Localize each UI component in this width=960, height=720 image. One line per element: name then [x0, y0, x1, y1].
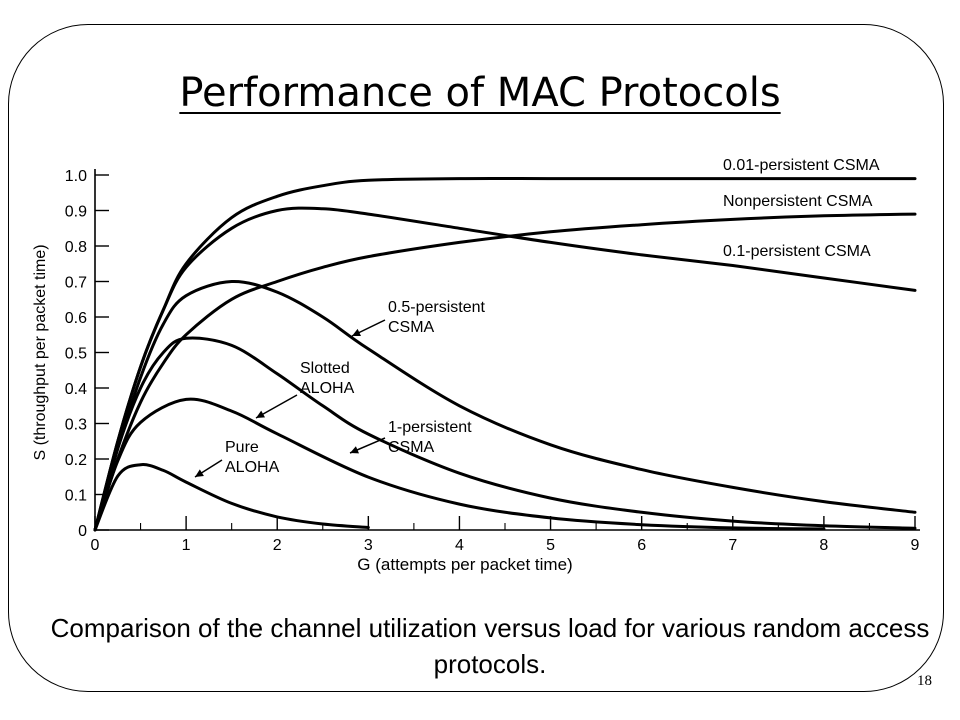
- annotation-arrowhead: [350, 446, 359, 454]
- annotation-0-5-persistent-csma: 0.5-persistent CSMA: [351, 299, 485, 337]
- y-tick-label: 0: [78, 523, 87, 540]
- x-tick-label: 5: [546, 537, 555, 554]
- annotation-pure-aloha: Pure ALOHA: [194, 439, 280, 478]
- x-tick-label: 4: [455, 537, 464, 554]
- annotation-label: ALOHA: [300, 380, 355, 397]
- annotation-arrowhead: [352, 328, 361, 336]
- annotation-label: Slotted: [300, 360, 350, 377]
- annotation-arrowhead: [256, 410, 265, 418]
- annotation-label: ALOHA: [225, 459, 280, 476]
- annotation-slotted-aloha: Slotted ALOHA: [255, 360, 355, 419]
- x-axis-label: G (attempts per packet time): [357, 555, 572, 574]
- annotation-0-01-persistent-csma: 0.01-persistent CSMA: [723, 157, 880, 174]
- annotation-label: 0.5-persistent: [388, 299, 485, 316]
- y-tick-label: 0.3: [65, 417, 87, 434]
- y-tick-label: 0.6: [65, 310, 87, 327]
- annotation-label: Nonpersistent CSMA: [723, 193, 873, 210]
- y-tick-label: 0.7: [65, 275, 87, 292]
- series-line-0-5-persistent-csma: [93, 279, 917, 532]
- slide-frame: [8, 24, 944, 692]
- x-tick-label: 1: [182, 537, 191, 554]
- slide-number: 18: [917, 673, 932, 689]
- x-tick-label: 2: [273, 537, 282, 554]
- annotation-label: CSMA: [388, 319, 435, 336]
- annotation-label: 1-persistent: [388, 419, 472, 436]
- x-tick-label: 7: [728, 537, 737, 554]
- annotations: 0.01-persistent CSMA Nonpersistent CSMA 0.…: [194, 157, 880, 478]
- annotation-0-1-persistent-csma: 0.1-persistent CSMA: [723, 243, 871, 260]
- annotation-1-persistent-csma: 1-persistent CSMA: [349, 419, 472, 456]
- annotation-nonpersistent-csma: Nonpersistent CSMA: [723, 193, 873, 210]
- annotation-label: CSMA: [388, 439, 435, 456]
- x-tick-label: 8: [819, 537, 828, 554]
- slide-caption: Comparison of the channel utilization ve…: [50, 613, 930, 679]
- annotation-label: Pure: [225, 439, 259, 456]
- throughput-chart: 0 0.1 0.2 0.3 0.4 0.5 0.6 0.7 0.8 0.9 1.0 0 1 2 3 4 5 6 7…: [32, 157, 920, 574]
- slide-title: Performance of MAC Protocols: [179, 70, 781, 116]
- series-line-slotted-aloha: [93, 397, 826, 532]
- series-line-pure-aloha: [93, 463, 370, 532]
- x-tick-label: 6: [637, 537, 646, 554]
- series-line-1-persistent-csma: [93, 336, 917, 532]
- x-tick-label: 9: [911, 537, 920, 554]
- annotation-arrowhead: [195, 469, 204, 477]
- y-tick-label: 0.1: [65, 488, 87, 505]
- y-axis: 0 0.1 0.2 0.3 0.4 0.5 0.6 0.7 0.8 0.9 1.0: [65, 168, 109, 540]
- annotation-label: 0.1-persistent CSMA: [723, 243, 871, 260]
- series-line-0-01-persistent-csma: [93, 176, 917, 532]
- y-tick-label: 0.5: [65, 346, 87, 363]
- y-axis-label: S (throughput per packet time): [32, 244, 49, 460]
- y-tick-label: 0.4: [65, 381, 87, 398]
- x-tick-label: 0: [91, 537, 100, 554]
- x-tick-label: 3: [364, 537, 373, 554]
- y-tick-label: 0.2: [65, 452, 87, 469]
- y-tick-label: 0.9: [65, 204, 87, 221]
- series-lines: [93, 176, 917, 532]
- y-tick-label: 0.8: [65, 239, 87, 256]
- x-axis: 0 1 2 3 4 5 6 7 8 9: [91, 516, 920, 554]
- annotation-label: 0.01-persistent CSMA: [723, 157, 880, 174]
- y-tick-label: 1.0: [65, 168, 87, 185]
- series-line-0-1-persistent-csma: [93, 212, 917, 532]
